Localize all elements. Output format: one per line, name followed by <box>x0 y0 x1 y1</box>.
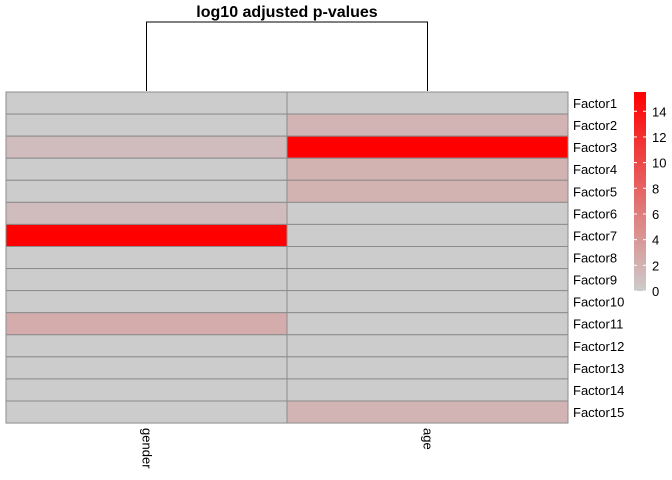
legend-tick-label-12: 12 <box>652 130 666 145</box>
heatmap-cell-factor5-age <box>286 179 569 203</box>
row-label-factor13: Factor13 <box>573 361 624 376</box>
row-label-factor8: Factor8 <box>573 251 617 266</box>
legend-tick-label-6: 6 <box>652 207 659 222</box>
heatmap-cell-factor4-gender <box>5 157 288 181</box>
color-legend: 0 2 4 6 8 10 12 14 <box>634 92 666 299</box>
heatmap-cell-factor5-gender <box>5 179 288 203</box>
legend-color-bar <box>634 92 646 291</box>
row-labels: Factor1 Factor2 Factor3 Factor4 Factor5 Facto… <box>573 96 624 420</box>
row-label-factor6: Factor6 <box>573 206 617 221</box>
heatmap-cell-factor3-age <box>286 135 569 159</box>
legend-tick-label-10: 10 <box>652 156 666 171</box>
dendrogram-branch <box>146 21 428 91</box>
heatmap-cell-factor1-age <box>286 91 569 115</box>
heatmap-cell-factor7-age <box>286 223 569 247</box>
column-label-gender: gender <box>140 428 155 469</box>
heatmap-cell-factor14-age <box>286 378 569 402</box>
heatmap-cell-factor13-age <box>286 356 569 380</box>
row-label-factor1: Factor1 <box>573 96 617 111</box>
column-labels: gender age <box>140 428 436 469</box>
legend-tick-label-8: 8 <box>652 181 659 196</box>
heatmap-cell-factor8-gender <box>5 245 288 270</box>
heatmap-cell-factor10-gender <box>5 290 288 314</box>
heatmap-cell-factor14-gender <box>5 378 288 402</box>
heatmap-cells <box>5 91 569 424</box>
heatmap-cell-factor6-gender <box>5 201 288 225</box>
legend-tick-label-14: 14 <box>652 104 666 119</box>
row-label-factor5: Factor5 <box>573 184 617 199</box>
legend-tick-label-2: 2 <box>652 258 659 273</box>
heatmap-cell-factor2-age <box>286 113 569 137</box>
row-label-factor7: Factor7 <box>573 228 617 243</box>
heatmap-cell-factor7-gender <box>5 223 288 247</box>
legend-tick-label-0: 0 <box>652 284 659 299</box>
heatmap-cell-factor15-age <box>286 400 569 424</box>
row-label-factor14: Factor14 <box>573 383 624 398</box>
heatmap-cell-factor11-age <box>286 312 569 336</box>
heatmap-cell-factor9-age <box>286 268 569 292</box>
row-label-factor11: Factor11 <box>573 317 623 332</box>
chart-title: log10 adjusted p-values <box>196 4 377 21</box>
row-label-factor15: Factor15 <box>573 405 624 420</box>
heatmap-cell-factor11-gender <box>5 312 288 336</box>
heatmap-cell-factor4-age <box>286 157 569 181</box>
row-label-factor12: Factor12 <box>573 339 624 354</box>
column-label-age: age <box>421 428 436 450</box>
heatmap-cell-factor12-gender <box>5 334 288 358</box>
row-label-factor4: Factor4 <box>573 162 617 177</box>
heatmap-cell-factor9-gender <box>5 268 288 292</box>
heatmap-cell-factor13-gender <box>5 356 288 380</box>
heatmap-cell-factor15-gender <box>5 400 288 424</box>
heatmap-cell-factor6-age <box>286 201 569 225</box>
heatmap-cell-factor2-gender <box>5 113 288 137</box>
heatmap-cell-factor12-age <box>286 334 569 358</box>
heatmap-cell-factor3-gender <box>5 135 288 159</box>
row-label-factor9: Factor9 <box>573 273 617 288</box>
heatmap-cell-factor10-age <box>286 290 569 314</box>
column-dendrogram <box>146 21 428 91</box>
heatmap-cell-factor8-age <box>286 245 569 270</box>
row-label-factor10: Factor10 <box>573 295 624 310</box>
legend-tick-label-4: 4 <box>652 233 659 248</box>
heatmap-cell-factor1-gender <box>5 91 288 115</box>
row-label-factor2: Factor2 <box>573 118 617 133</box>
row-label-factor3: Factor3 <box>573 140 617 155</box>
